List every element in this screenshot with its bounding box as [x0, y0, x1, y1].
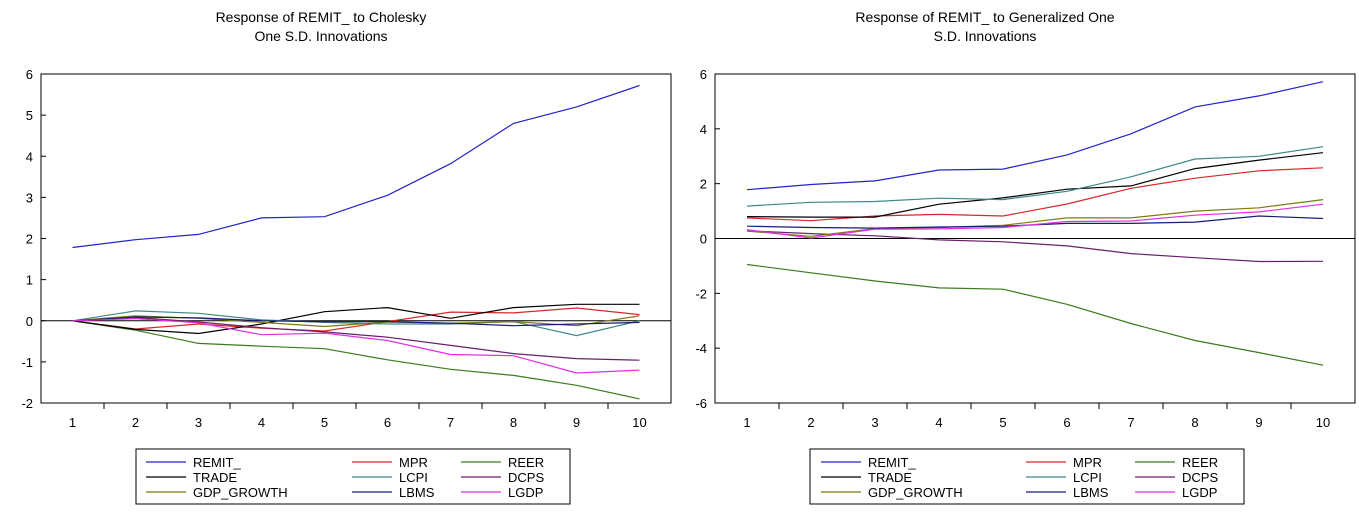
legend-label: LBMS [399, 485, 435, 500]
series-line-gdp-growth [746, 199, 1324, 237]
y-tick-label: -2 [21, 396, 33, 411]
y-tick-label: 4 [26, 149, 33, 164]
y-tick-label: -1 [21, 355, 33, 370]
legend: REMIT_ MPR REER TRADE LCPI DCPS GDP_GROWTH LBMS… [809, 448, 1245, 505]
x-tick-label: 8 [1191, 415, 1198, 430]
chart-title-line: S.D. Innovations [934, 28, 1037, 44]
legend-label: GDP_GROWTH [868, 485, 963, 500]
x-tick-label: 7 [447, 415, 454, 430]
legend: REMIT_ MPR REER TRADE LCPI DCPS GDP_GROWTH LBMS… [135, 448, 571, 505]
x-tick-label: 1 [69, 415, 76, 430]
x-tick-label: 8 [510, 415, 517, 430]
legend-label: REER [1182, 455, 1218, 470]
x-tick-label: 3 [871, 415, 878, 430]
y-tick-label: 4 [700, 122, 707, 137]
series-line-mpr [72, 307, 640, 332]
series-line-lbms [72, 316, 640, 327]
x-tick-label: 6 [1063, 415, 1070, 430]
y-tick-label: 1 [26, 273, 33, 288]
chart-title-line: Response of REMIT_ to Cholesky [216, 9, 427, 25]
series-line-lgdp [746, 203, 1324, 239]
legend-label: MPR [1073, 455, 1102, 470]
y-tick-label: 2 [700, 177, 707, 192]
y-tick-label: -4 [695, 341, 707, 356]
x-tick-label: 2 [132, 415, 139, 430]
x-tick-label: 10 [1316, 415, 1330, 430]
x-tick-label: 6 [384, 415, 391, 430]
series-line-lgdp [72, 318, 640, 374]
series-line-dcps [746, 230, 1324, 263]
y-tick-label: 3 [26, 190, 33, 205]
x-tick-label: 4 [935, 415, 942, 430]
legend-label: GDP_GROWTH [193, 485, 288, 500]
y-tick-label: -6 [695, 396, 707, 411]
legend-label: TRADE [193, 470, 237, 485]
legend-label: DCPS [1182, 470, 1218, 485]
y-tick-label: -2 [695, 286, 707, 301]
x-tick-label: 9 [573, 415, 580, 430]
legend-label: LGDP [1182, 485, 1217, 500]
series-line-remit- [746, 81, 1324, 191]
legend-label: LGDP [508, 485, 543, 500]
x-tick-label: 5 [999, 415, 1006, 430]
y-tick-label: 0 [26, 314, 33, 329]
chart-panel-2: Response of REMIT_ to Generalized One S.D… [695, 9, 1356, 505]
x-tick-label: 7 [1127, 415, 1134, 430]
series-line-trade [72, 303, 640, 335]
y-tick-label: 5 [26, 108, 33, 123]
x-tick-label: 9 [1255, 415, 1262, 430]
y-tick-label: 6 [26, 67, 33, 82]
series-line-reer [746, 263, 1324, 366]
series-line-lcpi [746, 146, 1324, 207]
y-tick-label: 2 [26, 232, 33, 247]
series-line-dcps [72, 316, 640, 361]
series-line-mpr [746, 167, 1324, 222]
legend-label: DCPS [508, 470, 544, 485]
legend-label: TRADE [868, 470, 912, 485]
chart-title-line: Response of REMIT_ to Generalized One [855, 9, 1114, 25]
x-tick-label: 2 [807, 415, 814, 430]
x-tick-label: 1 [743, 415, 750, 430]
series-line-reer [72, 320, 640, 400]
series-line-trade [746, 152, 1324, 218]
x-tick-label: 3 [195, 415, 202, 430]
legend-label: REER [508, 455, 544, 470]
x-tick-label: 10 [632, 415, 646, 430]
x-tick-label: 5 [321, 415, 328, 430]
chart-title-line: One S.D. Innovations [254, 28, 387, 44]
legend-label: MPR [399, 455, 428, 470]
legend-label: REMIT_ [868, 455, 916, 470]
legend-label: LBMS [1073, 485, 1109, 500]
series-line-remit- [72, 84, 640, 249]
x-tick-label: 4 [258, 415, 265, 430]
y-tick-label: 6 [700, 67, 707, 82]
legend-label: REMIT_ [193, 455, 241, 470]
series-line-lcpi [72, 310, 640, 337]
legend-label: LCPI [399, 470, 428, 485]
legend-label: LCPI [1073, 470, 1102, 485]
y-tick-label: 0 [700, 232, 707, 247]
chart-panel-1: Response of REMIT_ to Cholesky One S.D. I… [21, 9, 672, 505]
